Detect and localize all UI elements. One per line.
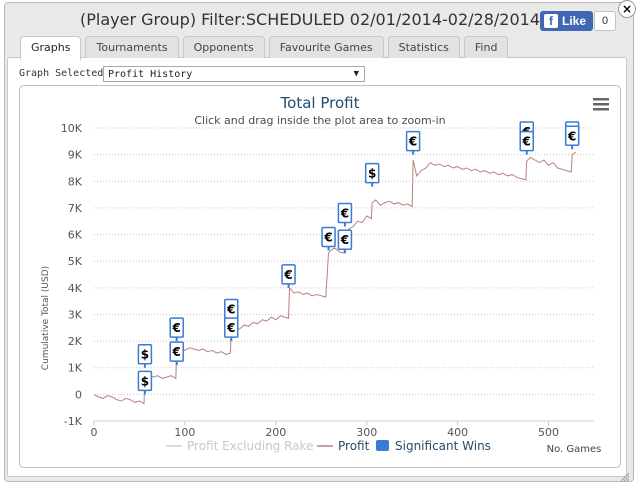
y-tick-label: 9K — [68, 149, 83, 162]
chart-grid — [94, 127, 594, 422]
profit-chart[interactable]: Total Profit Click and drag inside the p… — [20, 86, 620, 467]
flag-label: € — [172, 345, 181, 359]
tab-find[interactable]: Find — [463, 36, 509, 58]
significant-win-flag[interactable]: € — [281, 264, 296, 288]
flag-label: € — [172, 321, 181, 335]
y-tick-label: 0 — [75, 388, 82, 401]
significant-wins-flags[interactable]: $$€€€€€€€€$€€€€€ — [137, 121, 580, 395]
significant-win-flag[interactable]: € — [337, 202, 353, 227]
legend-label: Profit — [338, 439, 370, 453]
flag-label: € — [567, 129, 576, 143]
tab-bar: Graphs Tournaments Opponents Favourite G… — [20, 36, 509, 60]
flag-label: € — [340, 207, 349, 221]
y-tick-label: 6K — [68, 229, 83, 242]
significant-win-flag[interactable]: € — [405, 130, 421, 155]
significant-win-flag[interactable]: € — [564, 125, 580, 150]
y-tick-label: 5K — [68, 255, 83, 268]
x-axis-ticks: 0 100 200 300 400 500 — [91, 421, 559, 439]
x-tick-label: 200 — [265, 426, 286, 439]
flag-label: € — [323, 231, 332, 245]
flag-label: $ — [141, 374, 149, 388]
significant-win-flag[interactable]: € — [224, 317, 239, 342]
facebook-icon: f — [544, 14, 558, 28]
x-tick-label: 500 — [538, 426, 559, 439]
profit-series-line — [93, 151, 577, 405]
significant-win-flag[interactable]: $ — [364, 162, 380, 187]
y-tick-label: 2K — [68, 335, 83, 348]
flag-label: € — [408, 135, 417, 149]
tab-favourite-games[interactable]: Favourite Games — [268, 36, 384, 58]
significant-win-flag[interactable]: € — [169, 317, 184, 342]
y-axis-ticks: -1K 0 1K 2K 3K 4K 5K 6K 7K 8K 9K 10K — [61, 122, 83, 428]
legend-item-significant-wins[interactable]: Significant Wins — [376, 439, 491, 453]
close-button[interactable]: × — [618, 0, 636, 18]
resize-grip-icon[interactable] — [620, 472, 630, 482]
chart-title: Total Profit — [280, 94, 360, 112]
flag-label: € — [226, 321, 235, 335]
x-tick-label: 300 — [356, 426, 377, 439]
legend-label: Significant Wins — [395, 439, 491, 453]
y-tick-label: 4K — [68, 282, 83, 295]
chevron-down-icon: ▼ — [353, 69, 359, 79]
x-tick-label: 400 — [447, 426, 468, 439]
facebook-like-count: 0 — [594, 11, 616, 31]
significant-win-flag[interactable]: $ — [137, 370, 153, 395]
x-axis-label: No. Games — [547, 444, 602, 455]
tab-statistics[interactable]: Statistics — [387, 36, 460, 58]
flag-label: € — [283, 268, 292, 282]
tab-graphs[interactable]: Graphs — [20, 36, 82, 60]
y-tick-label: 10K — [61, 122, 83, 135]
tab-opponents[interactable]: Opponents — [182, 36, 265, 58]
chart-subtitle: Click and drag inside the plot area to z… — [194, 114, 445, 127]
x-tick-label: 100 — [174, 426, 195, 439]
tab-tournaments[interactable]: Tournaments — [85, 36, 179, 58]
flag-label: € — [226, 302, 235, 316]
significant-win-flag[interactable]: $ — [137, 343, 153, 368]
flag-label: € — [340, 233, 349, 247]
graph-select-dropdown[interactable]: Profit History ▼ — [103, 66, 365, 82]
facebook-like-button[interactable]: f Like — [540, 11, 594, 31]
y-tick-label: -1K — [64, 415, 83, 428]
significant-win-flag[interactable]: € — [321, 226, 336, 251]
window-title: (Player Group) Filter:SCHEDULED 02/01/20… — [79, 10, 541, 29]
x-tick-label: 0 — [91, 426, 98, 439]
chart-menu-icon[interactable] — [593, 98, 609, 111]
y-tick-label: 8K — [68, 175, 83, 188]
y-tick-label: 1K — [68, 362, 83, 375]
flag-label: € — [522, 135, 531, 149]
y-tick-label: 3K — [68, 308, 83, 321]
y-tick-label: 7K — [68, 202, 83, 215]
legend-label: Profit Excluding Rake — [187, 439, 313, 453]
flag-label: $ — [141, 348, 149, 362]
facebook-like-label: Like — [562, 14, 587, 28]
chart-legend[interactable]: Profit Excluding Rake Profit Significant W… — [166, 439, 491, 453]
y-axis-label: Cumulative Total (USD) — [41, 266, 51, 370]
graph-select-value: Profit History — [108, 69, 193, 80]
significant-win-flag[interactable]: € — [519, 130, 534, 155]
chart-container[interactable]: Total Profit Click and drag inside the p… — [19, 85, 621, 468]
chart-series — [93, 151, 577, 405]
significant-win-flag[interactable]: € — [337, 229, 353, 254]
legend-item-profit[interactable]: Profit — [317, 439, 370, 453]
flag-label: $ — [368, 167, 376, 181]
graph-select-label: Graph Selected: — [19, 68, 110, 79]
significant-win-flag[interactable]: € — [169, 341, 184, 366]
legend-item-profit-excluding-rake[interactable]: Profit Excluding Rake — [166, 439, 313, 453]
